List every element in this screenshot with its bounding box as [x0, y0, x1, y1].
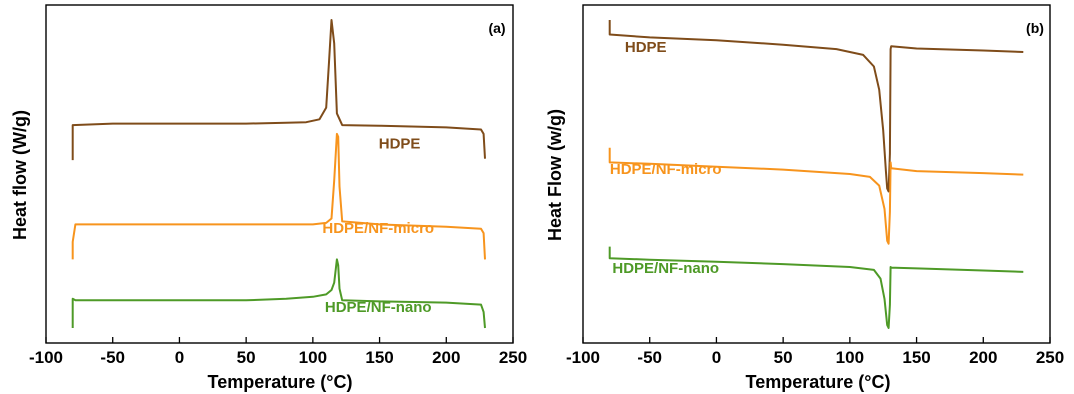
chart-b-y-label: Heat Flow (w/g) — [545, 109, 565, 241]
chart-b-x-tick-label: 150 — [902, 348, 930, 367]
chart-b-x-tick-label: 250 — [1036, 348, 1064, 367]
chart-b: (b) Heat Flow (w/g) Temperature (°C) -10… — [545, 4, 1064, 392]
chart-a-frame — [45, 4, 514, 344]
chart-a-x-ticks: -100 -50 0 50 100 150 200 250 — [29, 337, 527, 367]
chart-a-x-tick-label: -50 — [100, 348, 125, 367]
chart-a-series-line-2 — [71, 258, 486, 329]
chart-b-series-label-0: HDPE — [625, 39, 667, 56]
chart-a-x-tick-label: 150 — [365, 348, 393, 367]
chart-a-x-tick-label: 100 — [299, 348, 327, 367]
chart-a-series — [71, 19, 486, 329]
chart-b-series-label-2: HDPE/NF-nano — [612, 260, 719, 277]
chart-a-panel-label: (a) — [488, 20, 505, 36]
chart-a-series-label-1: HDPE/NF-micro — [322, 220, 434, 237]
chart-b-frame — [582, 4, 1051, 344]
chart-b-x-tick-label: 0 — [712, 348, 721, 367]
chart-b-x-tick-label: 200 — [969, 348, 997, 367]
chart-a-series-label-2: HDPE/NF-nano — [325, 299, 432, 316]
chart-a-series-line-1 — [71, 132, 486, 260]
chart-a-x-tick-label: 50 — [237, 348, 256, 367]
chart-b-x-label: Temperature (°C) — [746, 372, 891, 392]
chart-b-series-line-2 — [608, 246, 1024, 329]
chart-b-x-tick-label: 50 — [774, 348, 793, 367]
chart-a-x-tick-label: -100 — [29, 348, 63, 367]
chart-a: (a) Heat flow (W/g) Temperature (°C) -10… — [10, 4, 527, 392]
chart-b-series — [608, 20, 1024, 329]
chart-b-panel-label: (b) — [1026, 20, 1044, 36]
chart-b-series-line-0 — [608, 20, 1024, 193]
chart-a-y-label: Heat flow (W/g) — [10, 110, 30, 240]
chart-b-x-ticks: -100 -50 0 50 100 150 200 250 — [566, 337, 1064, 367]
chart-b-series-labels: HDPE HDPE/NF-micro HDPE/NF-nano — [610, 39, 722, 277]
chart-b-x-tick-label: 100 — [836, 348, 864, 367]
chart-a-x-label: Temperature (°C) — [208, 372, 353, 392]
chart-a-x-tick-label: 0 — [175, 348, 184, 367]
chart-b-x-tick-label: -50 — [637, 348, 662, 367]
chart-a-series-labels: HDPE HDPE/NF-micro HDPE/NF-nano — [322, 135, 434, 315]
chart-b-series-label-1: HDPE/NF-micro — [610, 161, 722, 178]
chart-a-x-tick-label: 250 — [499, 348, 527, 367]
chart-a-series-label-0: HDPE — [379, 135, 421, 152]
chart-a-series-line-0 — [71, 19, 486, 161]
chart-b-series-line-1 — [608, 147, 1024, 245]
chart-a-x-tick-label: 200 — [432, 348, 460, 367]
chart-b-x-tick-label: -100 — [566, 348, 600, 367]
